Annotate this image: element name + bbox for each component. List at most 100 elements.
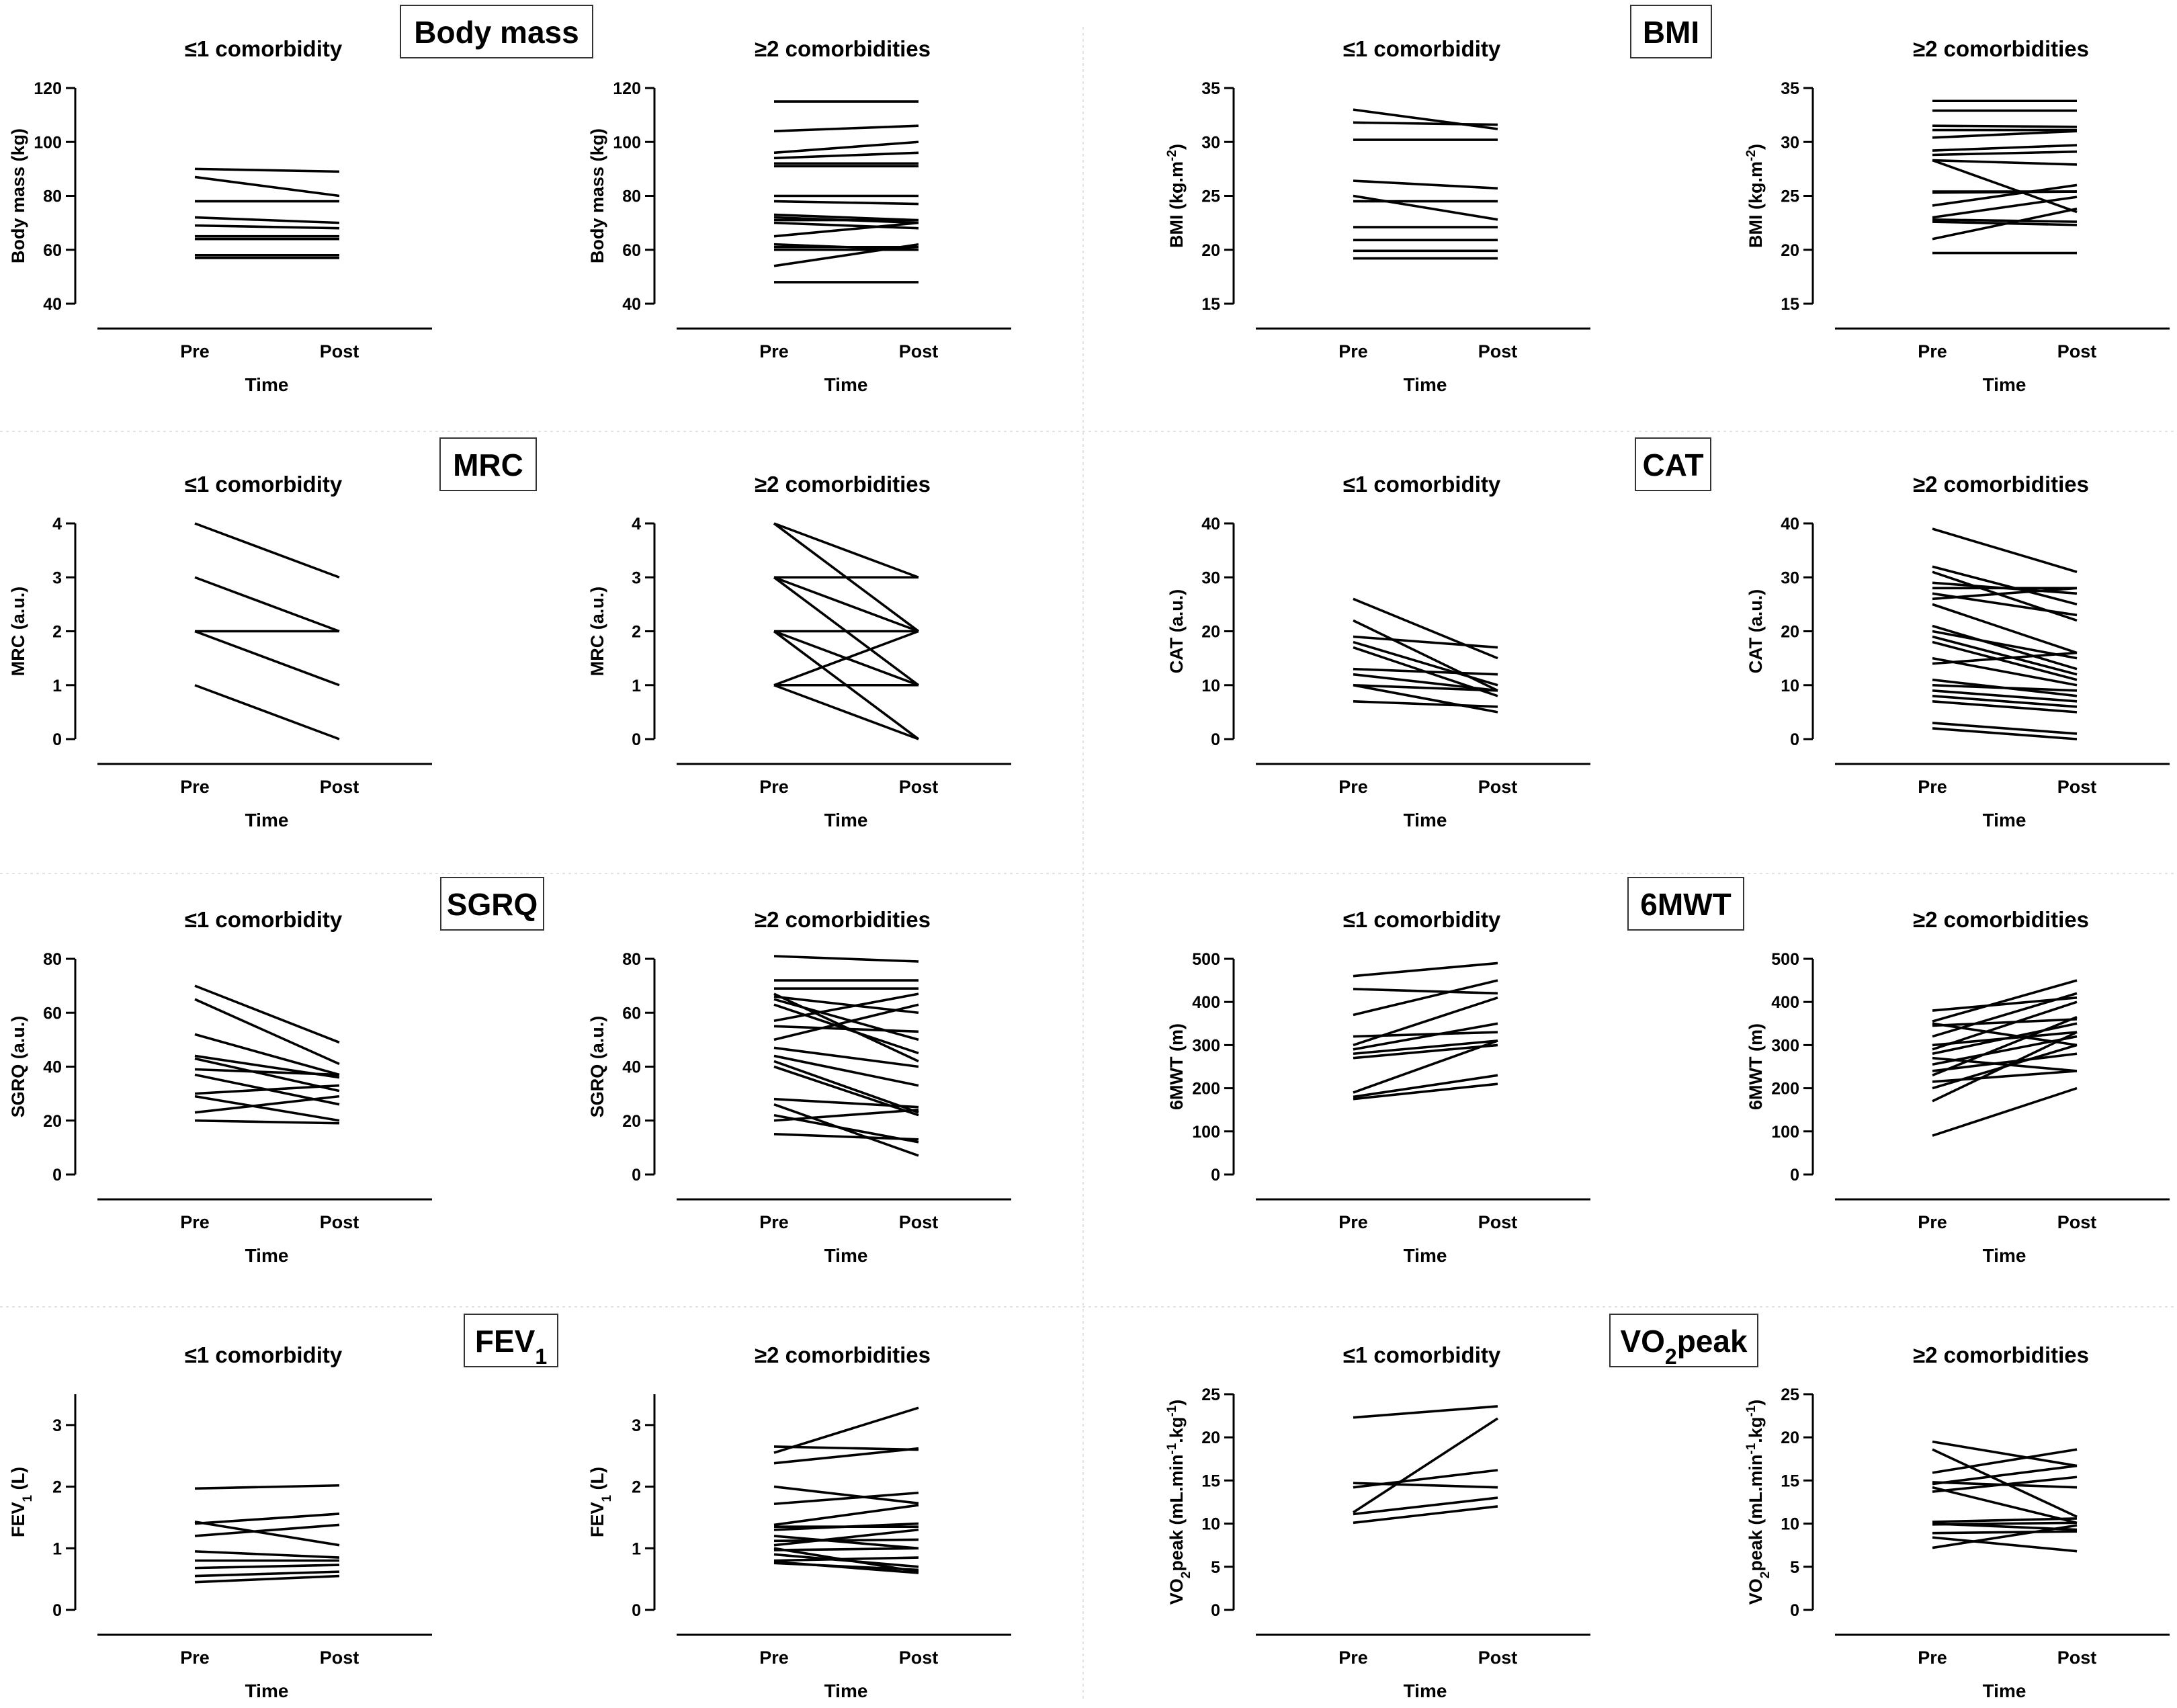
y-tick-label: 0 — [1211, 1166, 1220, 1185]
series-line-14 — [1932, 1031, 2078, 1103]
y-tick-label: 200 — [1771, 1080, 1799, 1099]
series-line-4 — [194, 224, 340, 230]
x-category-pre: Pre — [180, 1212, 210, 1232]
panel-label-text: FEV1 — [475, 1324, 547, 1369]
series-line-0 — [194, 1484, 340, 1490]
series-line-15 — [773, 1103, 919, 1157]
y-tick-label: 15 — [1781, 1471, 1799, 1490]
panel-label-frame — [440, 877, 544, 931]
series-line-13 — [773, 1065, 919, 1117]
series-line-11 — [1932, 183, 2078, 207]
series-line-0 — [1353, 962, 1498, 978]
y-tick-label: 3 — [52, 568, 62, 587]
y-tick-label: 60 — [622, 1004, 641, 1023]
x-category-pre: Pre — [1338, 1212, 1368, 1232]
series-line-15 — [1932, 683, 2078, 692]
panel-label-text: BMI — [1643, 15, 1699, 50]
y-tick-label: 0 — [1790, 1166, 1799, 1185]
series-line-1 — [1932, 979, 2078, 1023]
x-axis-label: Time — [1404, 1245, 1447, 1266]
series-line-8 — [1932, 624, 2078, 671]
series-line-9 — [773, 1003, 919, 1041]
y-tick-label: 80 — [622, 187, 641, 206]
y-tick-label: 40 — [43, 1058, 62, 1077]
y-tick-label: 0 — [52, 1601, 62, 1620]
series-line-0 — [1353, 1405, 1498, 1419]
x-category-post: Post — [899, 341, 939, 361]
x-category-post: Post — [1478, 777, 1518, 797]
chart-subtitle: ≥2 comorbidities — [755, 36, 931, 61]
series-line-14 — [773, 1097, 919, 1109]
series-line-3 — [194, 216, 340, 224]
y-tick-label: 100 — [1192, 1123, 1220, 1142]
x-axis-label: Time — [245, 1680, 289, 1701]
panel-label-frame — [439, 437, 537, 491]
x-axis-label: Time — [1404, 374, 1447, 395]
y-tick-label: 40 — [43, 295, 62, 314]
panel-separators — [0, 27, 2177, 1701]
x-category-post: Post — [899, 777, 939, 797]
series-line-0 — [194, 984, 340, 1044]
chart-g0-c0: ≤1 comorbidity 40 60 80 100 120 Pre Post Time Bod… — [8, 36, 432, 395]
series-line-6 — [1932, 1000, 2078, 1051]
chart-subtitle: ≤1 comorbidity — [185, 36, 343, 61]
panel-label-box: CAT — [1635, 437, 1711, 491]
series-line-1 — [1353, 988, 1498, 995]
y-tick-label: 60 — [622, 241, 641, 260]
x-category-post: Post — [1478, 1648, 1518, 1668]
series-line-12 — [773, 221, 919, 238]
y-tick-label: 60 — [43, 241, 62, 260]
y-tick-label: 200 — [1192, 1080, 1220, 1099]
y-axis-label: FEV1 (L) — [587, 1467, 614, 1537]
series-line-3 — [1353, 640, 1498, 687]
x-category-post: Post — [899, 1648, 939, 1668]
series-line-20 — [1932, 727, 2078, 740]
y-tick-label: 120 — [613, 79, 641, 98]
y-tick-label: 35 — [1781, 79, 1799, 98]
series-line-9 — [1932, 1035, 2078, 1066]
y-axis-label: Body mass (kg) — [587, 128, 607, 263]
x-axis-label: Time — [824, 810, 868, 830]
y-axis-label: BMI (kg.m-2) — [1744, 144, 1766, 248]
series-line-9 — [1932, 1521, 2078, 1526]
series-line-12 — [773, 1547, 919, 1551]
series-line-3 — [194, 630, 340, 687]
y-tick-label: 4 — [52, 515, 62, 533]
y-tick-label: 3 — [632, 568, 641, 587]
y-axis-label: FEV1 (L) — [8, 1467, 35, 1537]
panel-label-frame — [1627, 877, 1744, 931]
chart-g7-c1: ≥2 comorbidities 0 5 10 15 20 25 Pre Post Time VO2… — [1744, 1342, 2170, 1701]
y-tick-label: 30 — [1781, 568, 1799, 587]
panel-labels-layer: Body mass BMI MRC CAT SGRQ 6MWT FEV1 VO2peak — [400, 5, 1758, 1369]
series-line-7 — [1353, 683, 1498, 692]
series-line-0 — [773, 955, 919, 963]
series-line-6 — [1353, 1039, 1498, 1056]
y-axis-label: CAT (a.u.) — [1166, 589, 1187, 673]
x-category-post: Post — [320, 1212, 359, 1232]
series-line-5 — [1932, 144, 2078, 152]
y-tick-label: 15 — [1201, 1471, 1220, 1490]
y-tick-label: 0 — [1211, 1601, 1220, 1620]
y-tick-label: 500 — [1192, 950, 1220, 969]
series-line-12 — [1932, 1070, 2078, 1083]
series-line-2 — [194, 1033, 340, 1076]
chart-g1-c0: ≤1 comorbidity 15 20 25 30 35 Pre Post Time BMI (… — [1165, 36, 1590, 395]
series-line-4 — [773, 1491, 919, 1506]
series-line-8 — [773, 1025, 919, 1033]
series-line-13 — [1932, 218, 2078, 223]
series-line-17 — [1932, 695, 2078, 708]
chart-subtitle: ≥2 comorbidities — [755, 907, 931, 932]
y-tick-label: 300 — [1192, 1036, 1220, 1055]
x-category-post: Post — [320, 1648, 359, 1668]
x-category-post: Post — [320, 777, 359, 797]
y-tick-label: 100 — [34, 133, 62, 152]
chart-subtitle: ≥2 comorbidities — [1913, 1342, 2089, 1367]
y-tick-label: 20 — [1781, 241, 1799, 260]
series-line-5 — [1932, 1486, 2078, 1525]
series-line-16 — [773, 1562, 919, 1572]
x-category-pre: Pre — [1338, 341, 1368, 361]
chart-subtitle: ≤1 comorbidity — [1343, 1342, 1501, 1367]
series-line-4 — [1353, 194, 1498, 221]
series-line-5 — [773, 998, 919, 1041]
